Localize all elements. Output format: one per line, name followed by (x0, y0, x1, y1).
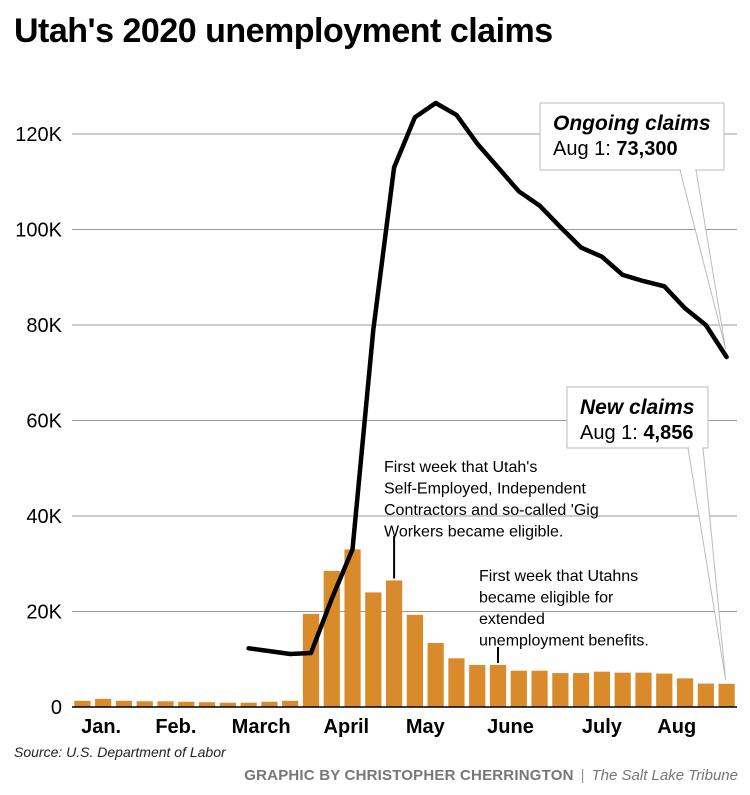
new-claims-callout-value: 4,856 (643, 422, 693, 444)
ongoing-claims-callout-date: Aug 1: (553, 138, 616, 160)
ongoing-claims-callout-value: 73,300 (616, 138, 677, 160)
axes: 0 20K 40K 60K 80K 100K 120K Jan. Feb. March April M… (15, 124, 737, 738)
new-claims-callout-value-line: Aug 1: 4,856 (580, 422, 693, 444)
extended-benefits-note-line: became eligible for (479, 590, 614, 607)
gig-workers-note: First week that Utah's Self-Employed, Ind… (384, 459, 599, 541)
credit-publication: The Salt Lake Tribune (591, 767, 738, 784)
extended-benefits-note-line: unemployment benefits. (479, 633, 649, 650)
new-claims-bar (115, 700, 133, 707)
x-month-label: April (324, 716, 370, 738)
new-claims-bar (656, 673, 673, 707)
new-claims-bar (157, 701, 174, 707)
extended-benefits-note: First week that Utahns became eligible fo… (479, 568, 649, 650)
x-month-label: Aug (657, 716, 696, 738)
new-claims-bar (510, 670, 527, 707)
ongoing-claims-callout-box (539, 102, 725, 171)
credit-line: GRAPHIC BY CHRISTOPHER CHERRINGTON | The S… (244, 767, 738, 784)
ongoing-claims-line (246, 100, 729, 657)
x-month-label: March (232, 716, 291, 738)
y-tick-label: 80K (26, 315, 62, 337)
new-claims-bar (95, 698, 112, 707)
new-claims-bar (240, 702, 257, 707)
new-claims-bar (469, 664, 486, 707)
y-tick-label: 60K (26, 411, 62, 433)
new-claims-bar (406, 614, 423, 707)
new-claims-bar (74, 700, 91, 707)
new-claims-callout-box (566, 386, 709, 449)
x-month-label: Feb. (155, 716, 196, 738)
new-claims-bar (282, 700, 299, 707)
new-claims-bar (552, 673, 569, 707)
y-tick-label: 100K (15, 220, 62, 242)
new-claims-bar (198, 702, 216, 707)
unemployment-chart: Ongoing claims Aug 1: 73,300 New claims Aug… (15, 100, 737, 738)
annotations: Ongoing claims Aug 1: 73,300 New claims Aug… (384, 102, 727, 680)
ongoing-claims-callout-value-line: Aug 1: 73,300 (553, 138, 678, 160)
new-claims-bar (427, 643, 444, 707)
ongoing-claims-callout: Ongoing claims Aug 1: 73,300 (539, 102, 727, 350)
y-tick-label: 20K (26, 602, 62, 624)
y-tick-label: 40K (26, 506, 62, 528)
gig-workers-note-line: Contractors and so-called 'Gig (384, 502, 599, 519)
new-claims-bar (614, 672, 631, 707)
x-month-label: June (487, 716, 534, 738)
new-claims-bar (676, 678, 694, 707)
gig-workers-note-line: Workers became eligible. (384, 524, 563, 541)
new-claims-bar (302, 613, 320, 707)
new-claims-bar (573, 673, 590, 707)
new-claims-bar (697, 683, 714, 707)
x-month-label: Jan. (81, 716, 121, 738)
new-claims-bar (531, 670, 548, 707)
new-claims-bar (489, 664, 507, 707)
new-claims-bar (323, 570, 340, 707)
extended-benefits-note-line: First week that Utahns (479, 568, 638, 585)
y-tick-label: 0 (51, 697, 62, 719)
source-note: Source: U.S. Department of Labor (14, 744, 226, 760)
new-claims-bar (219, 702, 236, 707)
x-month-label: July (582, 716, 623, 738)
gig-workers-note-line: Self-Employed, Independent (384, 481, 586, 498)
new-claims-callout-date: Aug 1: (580, 422, 643, 444)
new-claims-bar (178, 701, 195, 707)
new-claims-bar (635, 672, 652, 707)
new-claims-bar (136, 701, 153, 707)
new-claims-bar (448, 658, 465, 707)
chart-title: Utah's 2020 unemployment claims (14, 12, 553, 50)
new-claims-bar (344, 549, 361, 707)
credit-separator: | (580, 767, 585, 784)
extended-benefits-note-line: extended (479, 611, 545, 628)
new-claims-bar (386, 580, 403, 707)
ongoing-claims-line-path (246, 100, 729, 657)
new-claims-bar (261, 701, 278, 707)
ongoing-claims-callout-title: Ongoing claims (553, 112, 711, 135)
y-tick-label: 120K (15, 124, 62, 146)
gig-workers-note-line: First week that Utah's (384, 459, 537, 476)
new-claims-callout-pointer (687, 447, 727, 680)
credit-byline: GRAPHIC BY CHRISTOPHER CHERRINGTON (244, 767, 574, 784)
new-claims-callout: New claims Aug 1: 4,856 (566, 386, 727, 680)
new-claims-callout-title: New claims (580, 396, 694, 419)
new-claims-bar (718, 683, 735, 707)
x-month-label: May (406, 716, 446, 738)
new-claims-bar (365, 592, 382, 707)
new-claims-bar (593, 671, 611, 707)
